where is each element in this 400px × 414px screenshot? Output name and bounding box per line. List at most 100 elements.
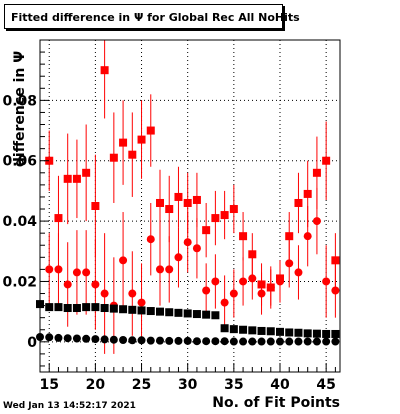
data-point-circle	[239, 337, 248, 346]
data-point-square	[128, 150, 137, 159]
data-point-square	[63, 174, 72, 183]
data-point-circle	[248, 274, 257, 283]
x-tick-label: 30	[178, 377, 198, 393]
data-point-square	[100, 66, 109, 75]
tick-labels: 15 20 25 30 35 40 45 0 0.02 0.04 0.06 0.08	[2, 93, 335, 393]
data-point-circle	[239, 277, 248, 286]
data-point-square	[146, 126, 155, 135]
data-point-square	[331, 329, 340, 338]
data-point-circle	[322, 277, 331, 286]
data-point-square	[202, 226, 211, 235]
y-tick-label: 0.04	[2, 214, 37, 230]
data-point-circle	[146, 235, 155, 244]
data-point-square	[322, 329, 331, 338]
data-point-square	[211, 214, 220, 223]
data-point-square	[239, 232, 248, 241]
data-point-square	[266, 327, 275, 336]
chart-title: Fitted difference in Ψ for Global Rec Al…	[11, 11, 300, 24]
data-point-circle	[312, 217, 321, 226]
data-point-square	[312, 168, 321, 177]
y-tick-label: 0.06	[2, 154, 37, 170]
x-axis-label: No. of Fit Points	[212, 395, 340, 411]
data-point-square	[192, 310, 201, 319]
data-point-square	[174, 308, 183, 317]
data-point-circle	[119, 336, 128, 345]
data-point-circle	[331, 337, 340, 346]
data-point-circle	[257, 289, 266, 298]
data-point-square	[239, 325, 248, 334]
data-point-square	[137, 306, 146, 315]
data-point-circle	[156, 265, 164, 274]
data-point-circle	[45, 333, 54, 342]
data-point-circle	[276, 337, 284, 346]
data-point-circle	[220, 337, 229, 346]
y-tick-label: 0	[27, 335, 37, 351]
data-point-square	[202, 310, 211, 319]
data-point-square	[174, 192, 183, 201]
data-point-square	[128, 305, 137, 314]
data-point-square	[146, 307, 155, 316]
data-point-circle	[165, 265, 174, 274]
data-point-square	[257, 280, 266, 289]
data-point-square	[137, 135, 146, 144]
data-point-square	[331, 256, 340, 265]
data-point-square	[119, 305, 128, 314]
data-point-square	[220, 211, 229, 220]
plot-frame	[39, 39, 341, 373]
data-point-circle	[54, 333, 63, 342]
data-point-circle	[137, 336, 146, 345]
data-point-circle	[82, 268, 91, 277]
x-tick-label: 45	[316, 377, 335, 393]
data-point-circle	[322, 337, 331, 346]
data-point-circle	[54, 265, 63, 274]
data-point-circle	[312, 337, 321, 346]
data-point-square	[229, 325, 238, 334]
data-point-circle	[183, 238, 192, 247]
data-point-circle	[248, 337, 257, 346]
data-point-circle	[303, 337, 312, 346]
data-point-circle	[220, 298, 229, 307]
x-tick-label: 25	[132, 377, 151, 393]
y-tick-label: 0.02	[2, 274, 37, 290]
data-point-square	[229, 205, 238, 214]
data-point-circle	[45, 265, 54, 274]
data-point-square	[294, 198, 303, 207]
data-point-square	[322, 156, 331, 165]
data-point-square	[45, 156, 54, 165]
data-point-circle	[174, 336, 183, 345]
data-point-circle	[156, 336, 164, 345]
data-point-square	[183, 309, 192, 318]
data-point-square	[63, 304, 72, 313]
data-point-square	[165, 308, 174, 317]
data-point-circle	[192, 337, 201, 346]
data-point-circle	[183, 336, 192, 345]
data-point-square	[312, 329, 321, 338]
data-point-circle	[174, 253, 183, 262]
data-point-circle	[285, 259, 294, 268]
data-point-square	[72, 174, 81, 183]
data-point-square	[109, 153, 118, 162]
data-point-square	[54, 303, 63, 312]
data-point-circle	[91, 280, 100, 289]
data-point-square	[220, 324, 229, 333]
x-tick-label: 35	[224, 377, 243, 393]
data-point-circle	[63, 280, 72, 289]
data-point-circle	[100, 335, 109, 344]
data-point-circle	[82, 334, 91, 343]
data-point-square	[183, 198, 192, 207]
data-point-circle	[211, 337, 220, 346]
data-point-square	[82, 303, 91, 312]
x-tick-label: 15	[39, 377, 58, 393]
x-tick-label: 20	[86, 377, 106, 393]
data-point-circle	[331, 286, 340, 295]
data-point-square	[276, 327, 284, 336]
data-point-square	[109, 304, 118, 313]
data-point-square	[45, 303, 54, 312]
timestamp: Wed Jan 13 14:52:17 2021	[3, 401, 136, 411]
data-point-square	[119, 138, 128, 147]
data-point-circle	[285, 337, 294, 346]
data-point-circle	[276, 277, 284, 286]
data-point-circle	[211, 277, 220, 286]
data-point-circle	[294, 337, 303, 346]
